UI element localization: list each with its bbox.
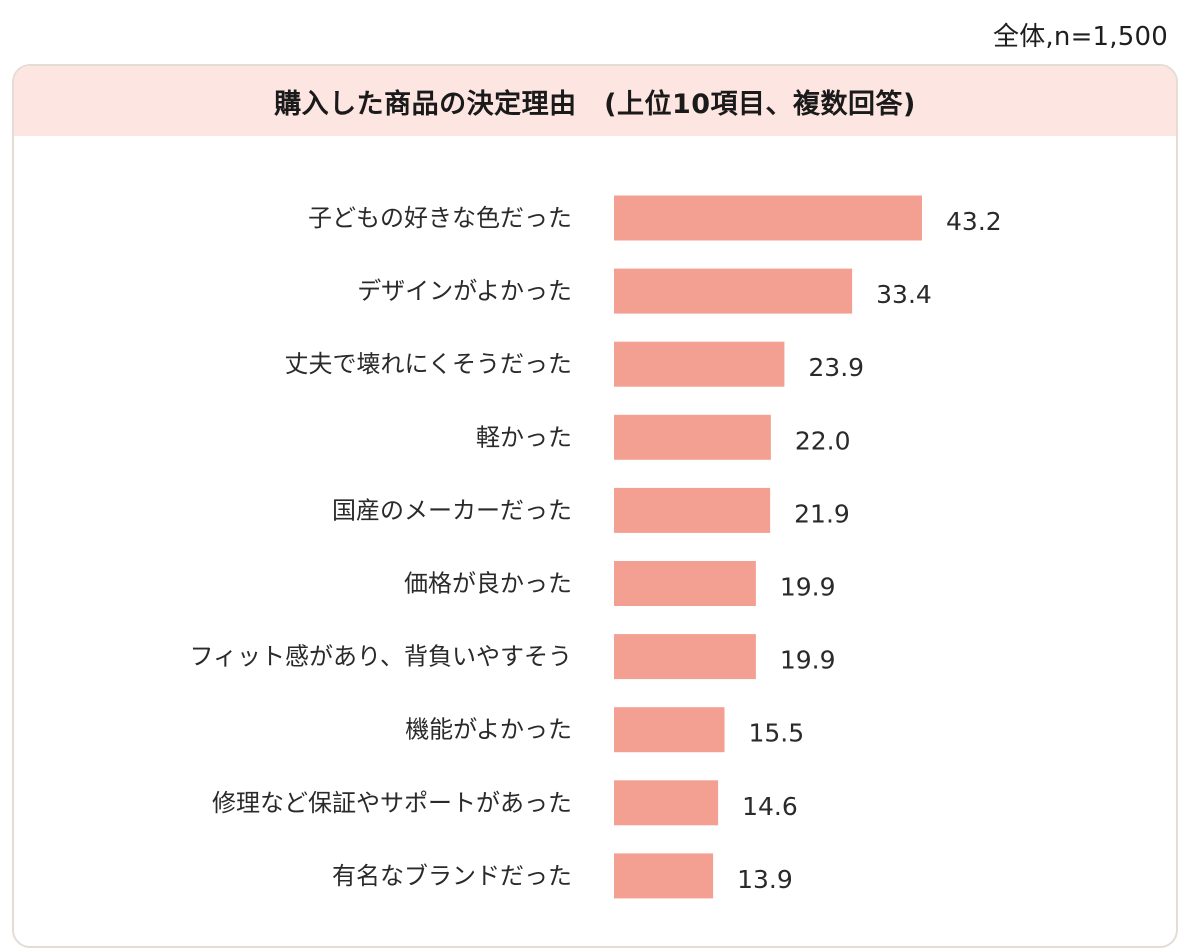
category-label: 価格が良かった — [404, 570, 572, 598]
value-label: 23.9 — [808, 353, 864, 382]
value-label: 13.9 — [737, 865, 793, 894]
category-label: 軽かった — [476, 423, 572, 451]
category-label: 有名なブランドだった — [332, 862, 572, 890]
category-label: 丈夫で壊れにくそうだった — [284, 350, 572, 378]
chart-panel: 購入した商品の決定理由 (上位10項目、複数回答) — [12, 64, 1178, 948]
category-label: フィット感があり、背負いやすそう — [189, 643, 572, 671]
value-label: 19.9 — [780, 646, 836, 675]
category-label: 国産のメーカーだった — [332, 496, 572, 524]
bar — [614, 707, 725, 753]
sample-size-note: 全体,n=1,500 — [993, 22, 1168, 52]
category-label: デザインがよかった — [357, 277, 572, 305]
bar — [614, 195, 923, 241]
value-label: 14.6 — [742, 792, 798, 821]
value-label: 33.4 — [876, 280, 932, 309]
chart-title: 購入した商品の決定理由 (上位10項目、複数回答) — [274, 88, 916, 120]
bar — [614, 853, 714, 899]
chart-header: 購入した商品の決定理由 (上位10項目、複数回答) — [14, 66, 1176, 136]
bar — [614, 780, 719, 826]
category-label: 機能がよかった — [405, 716, 572, 744]
bar — [614, 414, 771, 460]
value-label: 19.9 — [780, 573, 836, 602]
bar — [614, 268, 853, 314]
value-label: 43.2 — [946, 207, 1002, 236]
value-label: 21.9 — [794, 499, 850, 528]
bar — [614, 487, 771, 533]
category-label: 子どもの好きな色だった — [308, 204, 572, 232]
value-label: 22.0 — [795, 426, 851, 455]
bar — [614, 561, 756, 606]
value-label: 15.5 — [749, 719, 805, 748]
bar — [614, 634, 756, 680]
category-label: 修理など保証やサポートがあった — [212, 789, 572, 817]
bar — [614, 341, 785, 387]
